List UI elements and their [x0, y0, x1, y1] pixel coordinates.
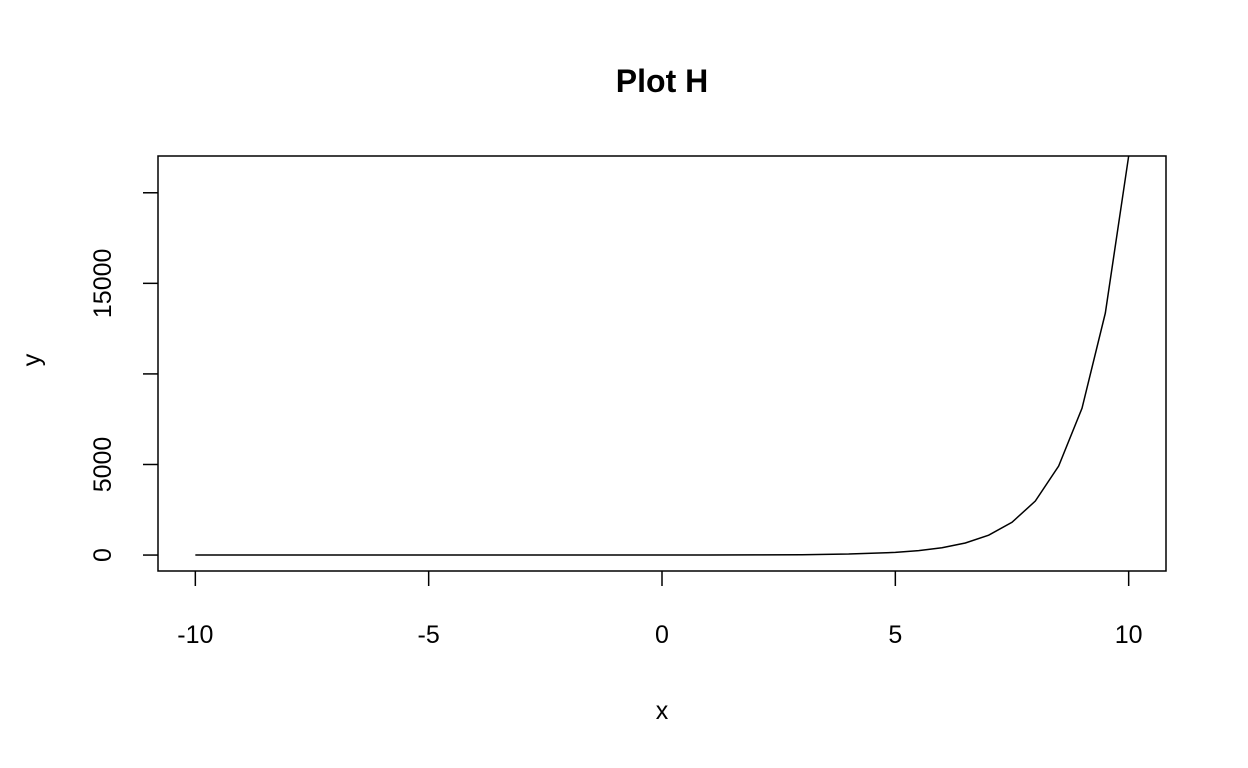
- y-tick-label: 5000: [89, 437, 117, 493]
- x-tick-label: 0: [655, 621, 669, 649]
- x-tick-label: -5: [418, 621, 440, 649]
- y-tick-label: 15000: [89, 249, 117, 319]
- y-axis-label: y: [18, 353, 46, 366]
- x-tick-label: 5: [888, 621, 902, 649]
- y-axis: 0 5000 15000: [89, 192, 158, 562]
- x-tick-label: 10: [1115, 621, 1143, 649]
- chart-title: Plot H: [616, 63, 708, 99]
- x-axis-label: x: [656, 697, 669, 725]
- y-tick-label: 0: [89, 548, 117, 562]
- plot-frame: [157, 155, 1167, 572]
- x-tick-label: -10: [177, 621, 213, 649]
- series-line: [195, 155, 1130, 556]
- x-axis: -10 -5 0 5 10: [177, 571, 1143, 649]
